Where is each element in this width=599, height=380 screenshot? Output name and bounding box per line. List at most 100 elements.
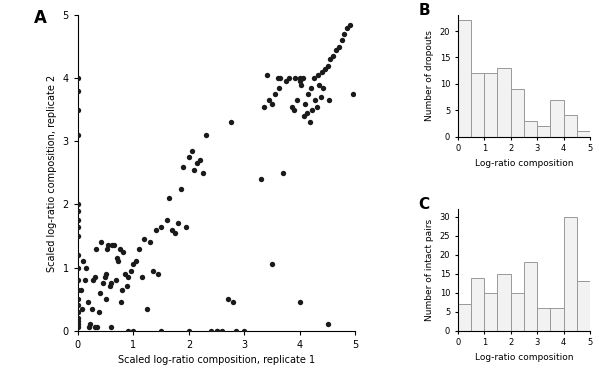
Point xyxy=(73,287,83,293)
Point xyxy=(117,287,127,293)
Point xyxy=(120,271,130,277)
Point xyxy=(190,167,199,173)
Text: B: B xyxy=(418,3,430,18)
Point xyxy=(320,66,329,72)
Point xyxy=(73,208,83,214)
Point xyxy=(345,22,355,28)
Point xyxy=(212,328,222,334)
Point xyxy=(89,277,98,283)
Point xyxy=(73,223,83,230)
Point xyxy=(83,299,93,305)
Point xyxy=(73,309,83,315)
Point xyxy=(298,75,307,81)
Bar xyxy=(471,73,484,136)
Point xyxy=(192,160,202,166)
Bar xyxy=(564,217,577,331)
Point xyxy=(326,56,335,62)
Point xyxy=(73,88,83,94)
Point xyxy=(226,119,235,125)
Bar xyxy=(577,131,590,136)
Bar xyxy=(550,100,564,136)
Point xyxy=(78,258,88,264)
Point xyxy=(217,328,227,334)
Point xyxy=(228,299,238,305)
Point xyxy=(122,283,132,290)
Point xyxy=(256,176,266,182)
Point xyxy=(170,230,180,236)
Point xyxy=(289,107,299,113)
Point xyxy=(201,132,210,138)
Y-axis label: Number of dropouts: Number of dropouts xyxy=(425,30,434,121)
Point xyxy=(96,239,106,245)
Point xyxy=(73,107,83,113)
Point xyxy=(73,315,83,321)
Point xyxy=(173,220,183,226)
Point xyxy=(73,321,83,327)
Point xyxy=(282,78,291,84)
Point xyxy=(99,274,109,280)
Point xyxy=(80,277,89,283)
Bar xyxy=(471,277,484,331)
Point xyxy=(156,328,166,334)
Point xyxy=(307,107,317,113)
Point xyxy=(279,170,288,176)
Point xyxy=(119,249,128,255)
Point xyxy=(98,280,108,287)
Text: A: A xyxy=(34,9,46,27)
Bar xyxy=(498,68,511,136)
Bar xyxy=(524,262,537,331)
Point xyxy=(223,296,232,302)
X-axis label: Scaled log-ratio composition, replicate 1: Scaled log-ratio composition, replicate … xyxy=(118,355,315,365)
Point xyxy=(73,277,83,283)
Point xyxy=(331,47,341,53)
Point xyxy=(131,258,141,264)
Point xyxy=(140,236,149,242)
Point xyxy=(153,271,163,277)
Bar xyxy=(524,121,537,136)
Point xyxy=(101,271,110,277)
Point xyxy=(184,154,193,160)
Point xyxy=(73,75,83,81)
Text: C: C xyxy=(418,197,429,212)
Point xyxy=(267,261,277,268)
Point xyxy=(84,325,94,331)
Point xyxy=(259,104,268,110)
Point xyxy=(73,296,83,302)
Point xyxy=(291,75,300,81)
Point xyxy=(129,261,138,268)
Point xyxy=(148,268,158,274)
Point xyxy=(287,104,297,110)
Point xyxy=(105,283,115,290)
Bar xyxy=(484,73,498,136)
Point xyxy=(181,223,191,230)
Point xyxy=(73,233,83,239)
Point xyxy=(168,226,177,233)
Point xyxy=(184,328,193,334)
Point xyxy=(111,277,120,283)
Point xyxy=(206,328,216,334)
Point xyxy=(323,63,332,69)
Point xyxy=(274,85,283,91)
Point xyxy=(73,132,83,138)
Point xyxy=(328,53,338,59)
Point xyxy=(311,97,320,103)
Point xyxy=(123,328,132,334)
Point xyxy=(231,328,241,334)
Bar xyxy=(564,116,577,136)
Point xyxy=(107,242,117,249)
Point xyxy=(267,100,277,106)
Point xyxy=(73,252,83,258)
Point xyxy=(311,104,321,110)
Bar xyxy=(550,308,564,331)
Point xyxy=(126,268,135,274)
Point xyxy=(85,321,95,327)
Bar xyxy=(577,281,590,331)
Bar xyxy=(537,308,550,331)
Point xyxy=(73,217,83,223)
Point xyxy=(101,296,110,302)
Point xyxy=(337,37,346,43)
Point xyxy=(240,328,249,334)
Point xyxy=(317,69,327,75)
Point xyxy=(77,306,87,312)
Point xyxy=(314,82,324,88)
